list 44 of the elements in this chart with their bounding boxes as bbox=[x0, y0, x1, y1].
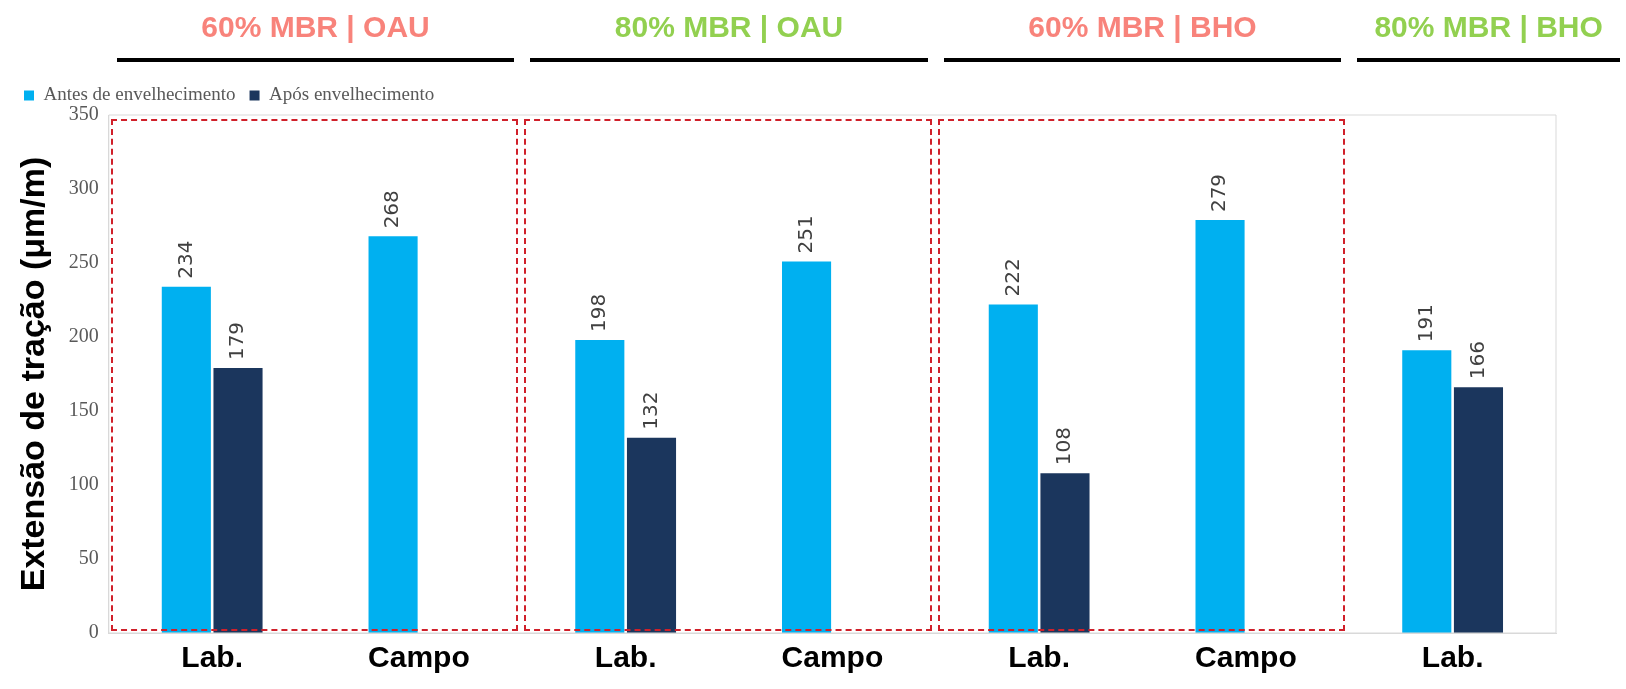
data-label: 191 bbox=[1412, 304, 1437, 343]
data-label: 279 bbox=[1206, 173, 1231, 213]
data-label: 268 bbox=[379, 190, 404, 229]
bar bbox=[1195, 220, 1245, 633]
y-tick-label: 350 bbox=[68, 102, 99, 125]
data-label: 108 bbox=[1051, 426, 1076, 466]
y-tick-label: 50 bbox=[78, 546, 99, 569]
data-label: 251 bbox=[792, 215, 817, 254]
bar bbox=[1453, 387, 1504, 633]
y-tick-label: 250 bbox=[68, 250, 99, 273]
data-label: 198 bbox=[586, 293, 611, 332]
text: 60% MBR | OAU bbox=[200, 10, 431, 44]
bar bbox=[1040, 473, 1090, 633]
data-label: 222 bbox=[999, 258, 1024, 297]
legend-label: Após envelhecimento bbox=[269, 83, 435, 105]
y-tick-label: 0 bbox=[88, 620, 99, 643]
y-tick-label: 300 bbox=[68, 176, 99, 199]
x-tick-label: Lab. bbox=[1421, 640, 1484, 674]
bar bbox=[213, 368, 263, 633]
x-tick-label: Lab. bbox=[181, 640, 244, 674]
bar bbox=[368, 236, 418, 633]
data-label: 234 bbox=[172, 240, 197, 279]
y-tick-label: 150 bbox=[68, 398, 99, 421]
y-tick-label: 200 bbox=[68, 324, 99, 347]
data-label: 179 bbox=[224, 321, 249, 361]
x-tick-label: Campo bbox=[368, 640, 470, 674]
x-tick-label: Campo bbox=[781, 640, 884, 674]
bar bbox=[1402, 350, 1452, 633]
bar bbox=[161, 286, 211, 633]
data-label: 132 bbox=[637, 391, 662, 430]
bar bbox=[575, 339, 625, 633]
text: 60% MBR | BHO bbox=[1027, 10, 1258, 44]
text: 80% MBR | BHO bbox=[1373, 10, 1604, 44]
data-label: 166 bbox=[1464, 341, 1489, 380]
x-tick-label: Lab. bbox=[594, 640, 657, 674]
bar bbox=[988, 304, 1038, 633]
y-tick-label: 100 bbox=[68, 472, 99, 495]
x-tick-label: Campo bbox=[1195, 640, 1297, 674]
bar bbox=[782, 261, 832, 633]
text: 80% MBR | OAU bbox=[613, 10, 845, 44]
bar bbox=[626, 437, 677, 633]
y-axis-title: Extensão de tração (μm/m) bbox=[12, 156, 51, 592]
x-tick-label: Lab. bbox=[1008, 640, 1070, 674]
legend-label: Antes de envelhecimento bbox=[43, 83, 236, 105]
